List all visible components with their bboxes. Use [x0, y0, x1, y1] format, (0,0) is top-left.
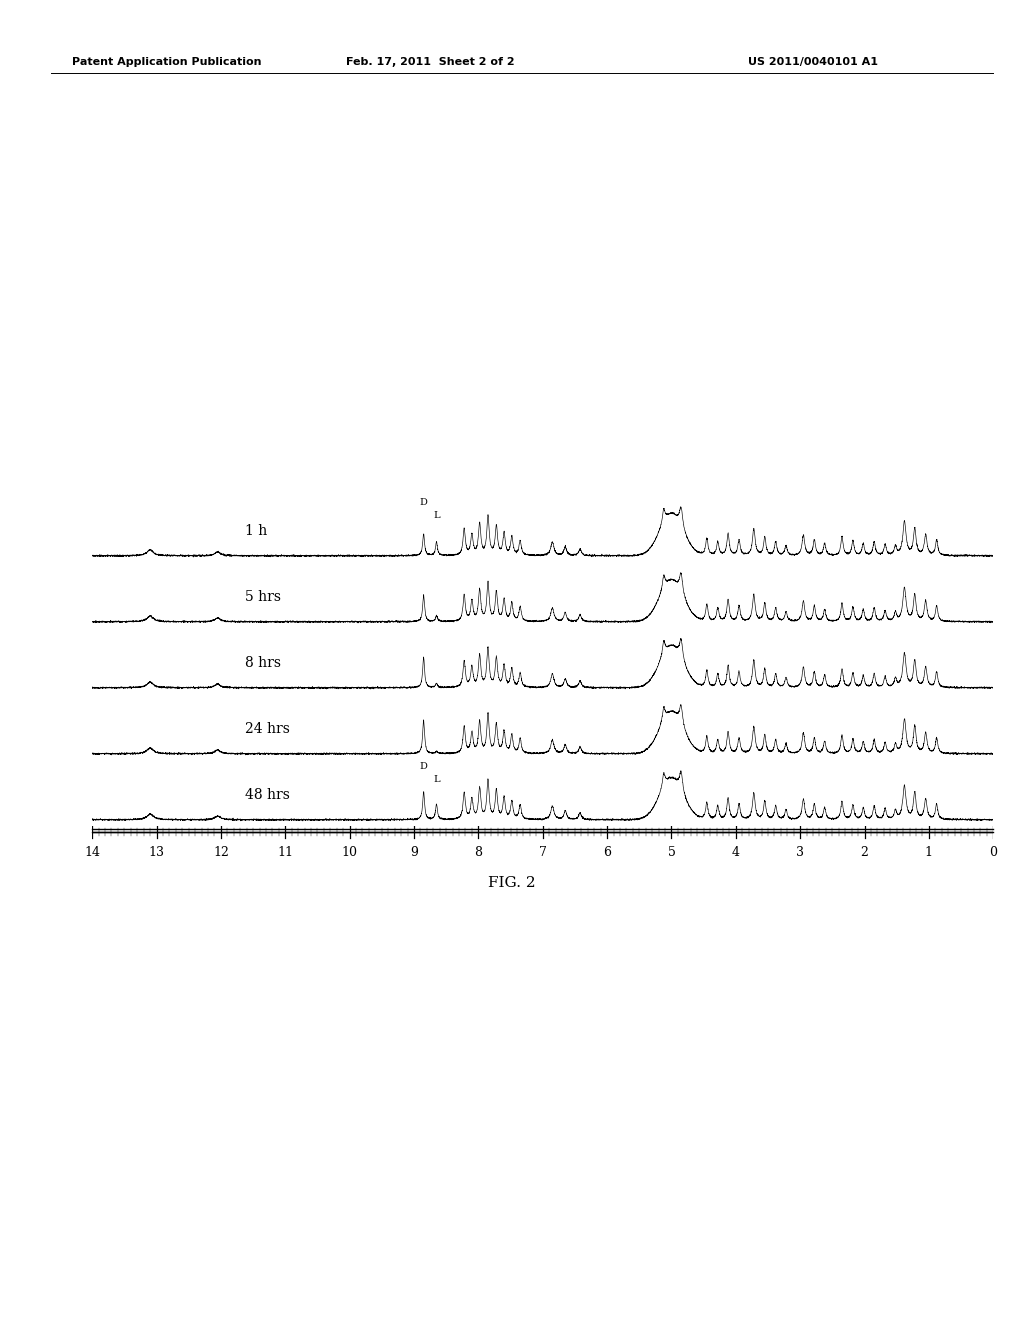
Text: L: L	[433, 511, 440, 520]
Text: 2: 2	[860, 846, 868, 859]
Text: 4: 4	[732, 846, 739, 859]
Text: 9: 9	[410, 846, 418, 859]
Text: Feb. 17, 2011  Sheet 2 of 2: Feb. 17, 2011 Sheet 2 of 2	[346, 57, 514, 67]
Text: D: D	[420, 498, 428, 507]
Text: 11: 11	[278, 846, 293, 859]
Text: 13: 13	[148, 846, 165, 859]
Text: 10: 10	[342, 846, 357, 859]
Text: 8 hrs: 8 hrs	[246, 656, 282, 669]
Text: 48 hrs: 48 hrs	[246, 788, 290, 801]
Text: 8: 8	[474, 846, 482, 859]
Text: 14: 14	[84, 846, 100, 859]
Text: FIG. 2: FIG. 2	[488, 876, 536, 890]
Text: 5 hrs: 5 hrs	[246, 590, 282, 603]
Text: D: D	[420, 762, 428, 771]
Text: 7: 7	[539, 846, 547, 859]
Text: US 2011/0040101 A1: US 2011/0040101 A1	[748, 57, 878, 67]
Text: 1: 1	[925, 846, 933, 859]
Text: 0: 0	[989, 846, 997, 859]
Text: 5: 5	[668, 846, 676, 859]
Text: 1 h: 1 h	[246, 524, 267, 537]
Text: 12: 12	[213, 846, 228, 859]
Text: 6: 6	[603, 846, 611, 859]
Text: 24 hrs: 24 hrs	[246, 722, 290, 735]
Text: L: L	[433, 775, 440, 784]
Text: 3: 3	[797, 846, 804, 859]
Text: Patent Application Publication: Patent Application Publication	[72, 57, 261, 67]
